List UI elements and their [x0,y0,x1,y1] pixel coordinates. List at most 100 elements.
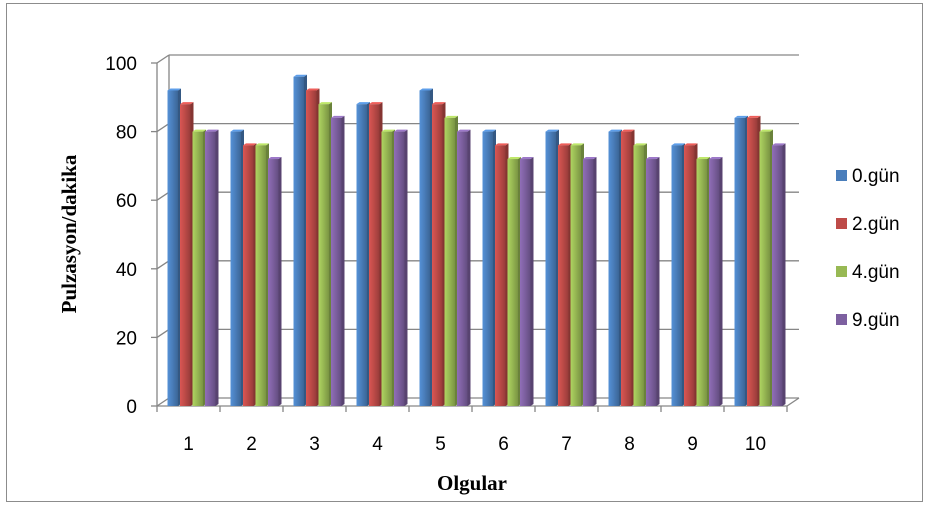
bar-front [306,90,317,406]
gridline-diagonal [156,54,170,64]
y-tick-label: 0 [126,397,137,418]
bar-front [318,104,329,406]
bar [696,157,710,406]
bar-front [570,145,581,406]
bar-top [180,102,194,105]
gridline-diagonal [156,397,170,407]
bar-front [558,145,569,406]
bar [356,102,370,406]
bar-front [520,159,531,406]
bar-top [243,143,257,146]
legend-label: 2.gün [852,214,900,235]
bar-top [318,102,332,105]
bar-front [633,145,644,406]
bar-front [482,131,493,406]
bar [331,115,345,406]
bar-top [230,129,244,132]
bar-front [432,104,443,406]
bar-top [457,129,471,132]
bar [671,143,685,406]
bar-front [709,159,720,406]
bar-front [180,104,191,406]
bar-front [583,159,594,406]
bar-front [759,131,770,406]
bar-front [268,159,279,406]
bar-front [671,145,682,406]
bar-top [759,129,773,132]
bar-front [230,131,241,406]
bar [633,143,647,406]
bar [734,115,748,406]
bar [495,143,509,406]
bar-top [495,143,509,146]
bar [255,143,269,406]
bar-top [709,157,723,160]
bar-front [293,76,304,406]
bar-top [545,129,559,132]
bar [230,129,244,406]
bar-front [331,117,342,406]
bar-top [671,143,685,146]
bar-front [747,117,758,406]
bar-side [656,157,660,406]
bar [621,129,635,406]
bar-top [192,129,206,132]
bar [570,143,584,406]
y-tick-label: 80 [116,123,137,144]
bar-top [621,129,635,132]
x-tick-label: 7 [561,434,572,455]
bar [772,143,786,406]
bar-top [331,115,345,118]
x-tick-label: 8 [624,434,635,455]
bar-top [772,143,786,146]
bar [747,115,761,406]
bar-front [684,145,695,406]
bar-top [747,115,761,118]
bar-front [457,131,468,406]
bar-front [381,131,392,406]
bar-front [369,104,380,406]
bar [394,129,408,406]
bar-front [734,117,745,406]
bar-top [444,115,458,118]
bar [545,129,559,406]
bar [482,129,496,406]
bar-top [293,74,307,77]
legend-swatch [836,314,847,325]
legend-label: 4.gün [852,262,900,283]
bar-top [558,143,572,146]
bar-top [369,102,383,105]
bar-front [495,145,506,406]
bar-top [482,129,496,132]
bar [709,157,723,406]
bar [318,102,332,406]
bar-top [507,157,521,160]
bar-side [467,129,471,406]
bar [381,129,395,406]
bar-top [696,157,710,160]
bar-front [205,131,216,406]
bar-top [633,143,647,146]
bar-front [507,159,518,406]
bar-side [782,143,786,406]
bar-top [356,102,370,105]
y-tick-label: 100 [105,54,137,75]
bar [369,102,383,406]
bar-front [444,117,455,406]
floor-edge [786,397,800,407]
legend-label: 9.gün [852,310,900,331]
bar [759,129,773,406]
bar-front [621,131,632,406]
y-axis-title: Pulzasyon/dakika [57,154,81,313]
x-tick-label: 3 [309,434,320,455]
bar [444,115,458,406]
bar-top [520,157,534,160]
bar-side [719,157,723,406]
bar-top [734,115,748,118]
bar-top [381,129,395,132]
bar-front [394,131,405,406]
bar-top [167,88,181,91]
bar-top [646,157,660,160]
bar-front [356,104,367,406]
